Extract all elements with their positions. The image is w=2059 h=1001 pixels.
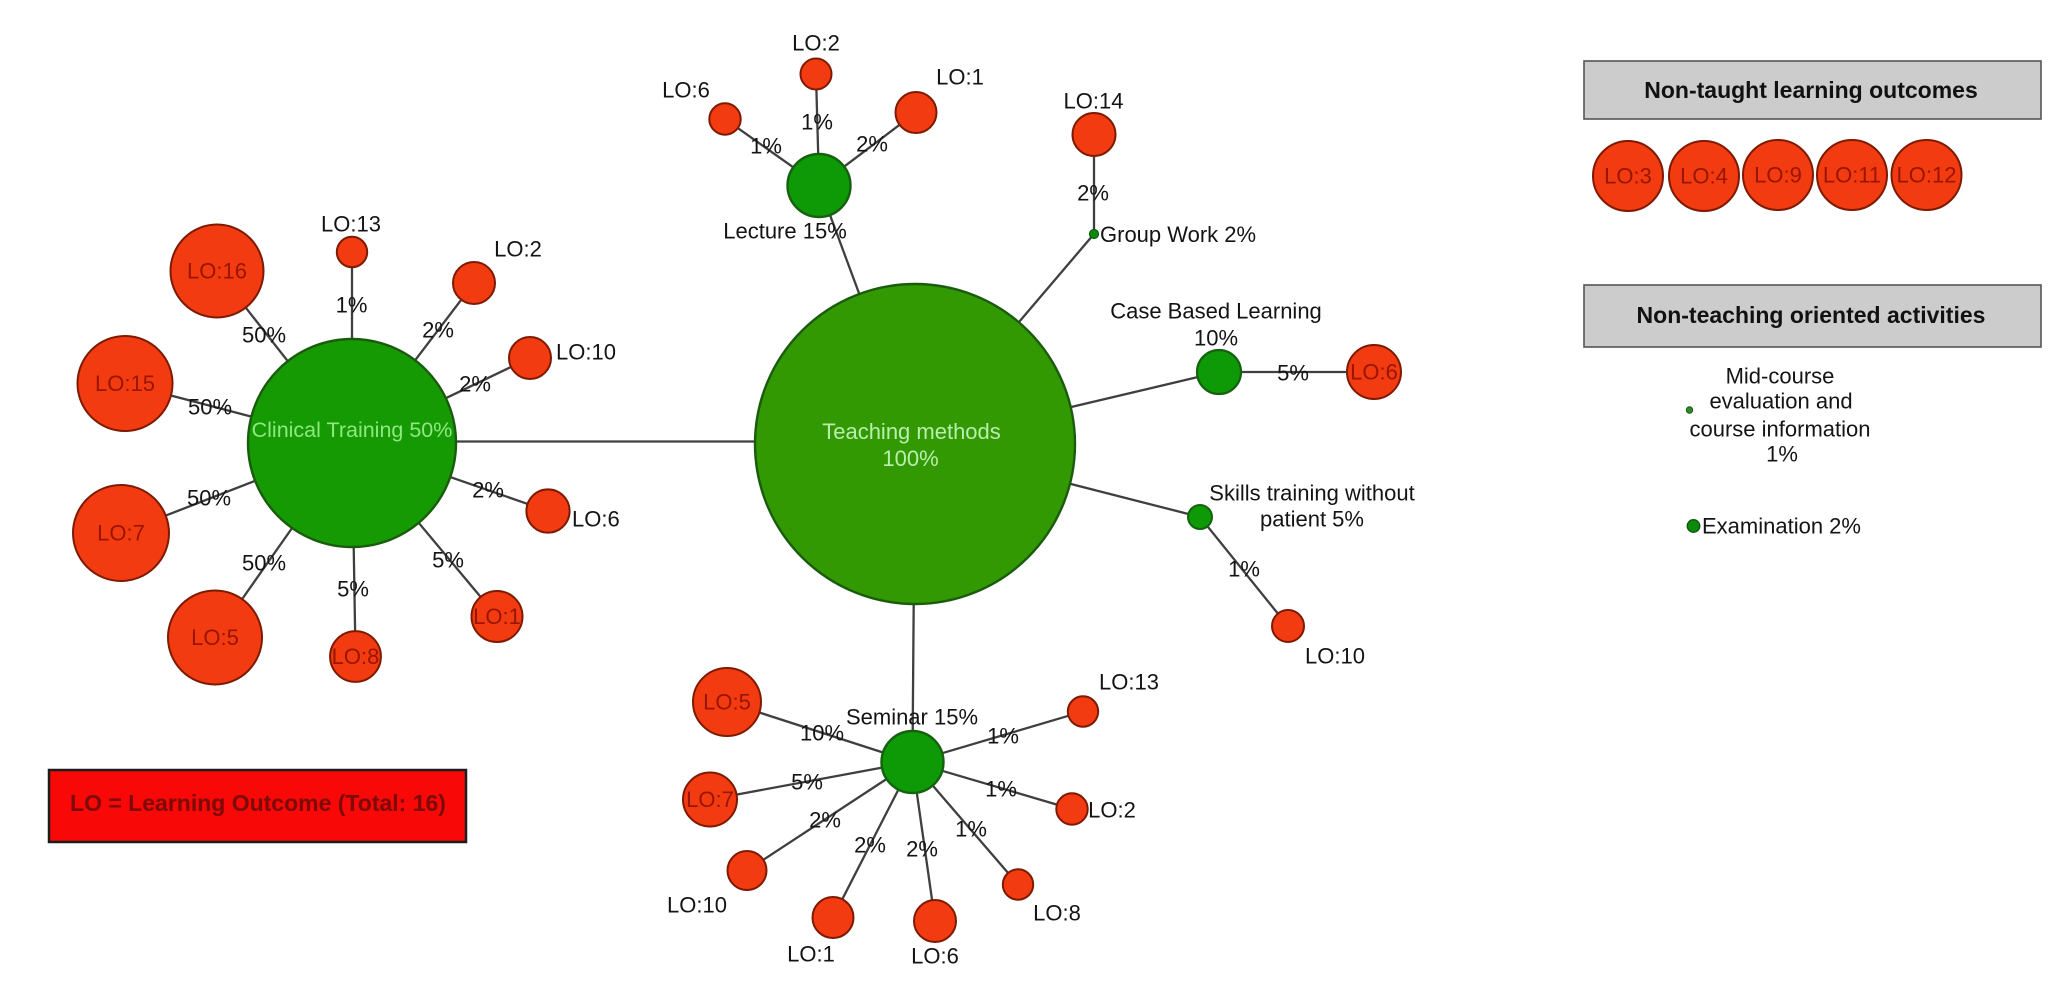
svg-text:LO:6: LO:6 [572,507,620,532]
svg-text:LO:12: LO:12 [1897,163,1957,188]
svg-text:50%: 50% [187,486,231,511]
svg-text:Non-taught learning outcomes: Non-taught learning outcomes [1644,77,1978,103]
svg-text:LO = Learning Outcome (Total:: LO = Learning Outcome (Total: 16) [70,790,446,816]
svg-text:2%: 2% [856,132,888,157]
svg-text:LO:10: LO:10 [667,893,727,918]
svg-text:50%: 50% [188,395,232,420]
svg-text:2%: 2% [854,833,886,858]
svg-text:5%: 5% [1277,361,1309,386]
svg-text:LO:7: LO:7 [686,787,734,812]
svg-text:50%: 50% [242,323,286,348]
svg-text:Group Work 2%: Group Work 2% [1100,222,1256,247]
svg-text:Case Based Learning: Case Based Learning [1110,299,1322,324]
svg-text:2%: 2% [422,318,454,343]
svg-text:LO:10: LO:10 [1305,644,1365,669]
svg-text:1%: 1% [336,293,368,318]
svg-text:5%: 5% [791,770,823,795]
svg-text:2%: 2% [809,808,841,833]
svg-text:1%: 1% [750,134,782,159]
svg-text:LO:5: LO:5 [703,690,751,715]
svg-text:evaluation and: evaluation and [1709,389,1852,414]
svg-text:LO:13: LO:13 [1099,670,1159,695]
svg-text:Clinical Training 50%: Clinical Training 50% [252,418,453,442]
svg-text:LO:14: LO:14 [1064,89,1124,114]
svg-text:LO:10: LO:10 [556,340,616,365]
svg-text:LO:2: LO:2 [792,31,840,56]
svg-text:5%: 5% [432,548,464,573]
svg-text:1%: 1% [987,724,1019,749]
svg-text:LO:3: LO:3 [1604,164,1652,189]
svg-text:LO:2: LO:2 [494,237,542,262]
svg-text:100%: 100% [882,446,938,471]
svg-text:1%: 1% [1766,442,1798,467]
svg-text:2%: 2% [906,837,938,862]
svg-text:Seminar 15%: Seminar 15% [846,705,978,730]
svg-text:10%: 10% [1194,326,1238,351]
svg-text:LO:1: LO:1 [787,942,835,967]
svg-text:1%: 1% [801,110,833,135]
svg-text:LO:16: LO:16 [187,259,247,284]
svg-text:course information: course information [1690,417,1871,442]
svg-text:Skills training without: Skills training without [1209,481,1414,506]
svg-text:LO:5: LO:5 [191,625,239,650]
svg-text:LO:11: LO:11 [1823,163,1881,188]
svg-text:LO:15: LO:15 [95,371,155,396]
svg-text:LO:2: LO:2 [1088,798,1136,823]
svg-text:LO:4: LO:4 [1680,164,1728,189]
svg-text:1%: 1% [1228,557,1260,582]
svg-text:Mid-course: Mid-course [1726,364,1835,389]
svg-text:Teaching methods: Teaching methods [822,419,1001,444]
svg-text:LO:1: LO:1 [473,604,521,629]
svg-text:LO:1: LO:1 [936,65,984,90]
svg-text:1%: 1% [955,817,987,842]
svg-text:Non-teaching oriented activiti: Non-teaching oriented activities [1637,302,1986,328]
svg-text:2%: 2% [472,478,504,503]
svg-text:2%: 2% [1077,181,1109,206]
svg-text:5%: 5% [337,577,369,602]
svg-text:1%: 1% [985,777,1017,802]
svg-text:LO:6: LO:6 [911,944,959,969]
svg-text:LO:8: LO:8 [332,644,380,669]
svg-text:LO:7: LO:7 [97,521,145,546]
svg-text:LO:13: LO:13 [321,212,381,237]
svg-text:LO:6: LO:6 [1350,360,1398,385]
svg-text:LO:6: LO:6 [662,78,710,103]
svg-text:Examination 2%: Examination 2% [1702,514,1861,539]
svg-text:LO:8: LO:8 [1033,901,1081,926]
svg-text:2%: 2% [459,372,491,397]
svg-text:Lecture 15%: Lecture 15% [723,219,847,244]
svg-text:patient 5%: patient 5% [1260,507,1364,532]
svg-text:10%: 10% [800,721,844,746]
svg-text:50%: 50% [242,551,286,576]
svg-text:LO:9: LO:9 [1754,163,1802,188]
